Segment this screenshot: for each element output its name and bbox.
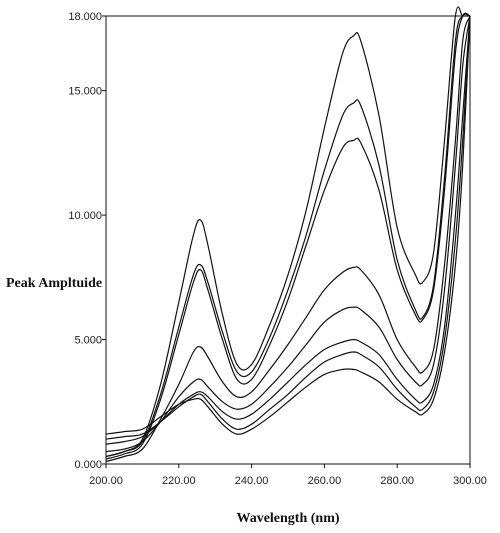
spectrum-curve-2 <box>105 13 471 458</box>
spectrum-curve-5 <box>105 15 471 453</box>
y-tick-label: 5.000 <box>74 335 102 347</box>
x-tick-label: 220.00 <box>162 475 196 487</box>
x-tick-label: 200.00 <box>89 475 123 487</box>
spectrum-curve-3 <box>105 12 471 460</box>
x-axis-ticks: 200.00 220.00 240.00 260.00 280.00 300.00 <box>89 464 487 487</box>
x-axis-title: Wavelength (nm) <box>236 511 339 526</box>
plot-frame <box>105 15 471 465</box>
spectrum-curve-1 <box>105 6 470 458</box>
spectrum-curves <box>105 6 471 463</box>
x-tick-label: 240.00 <box>235 475 269 487</box>
spectrum-curve-6 <box>105 15 471 445</box>
spectrum-curve-4 <box>105 15 471 463</box>
y-axis-title: Peak Ampltuide <box>6 276 102 291</box>
y-tick-label: 0.000 <box>74 459 102 471</box>
y-tick-label: 15.000 <box>68 86 102 98</box>
y-tick-label: 18.000 <box>68 11 102 23</box>
spectrum-curve-8 <box>105 15 471 435</box>
x-tick-label: 260.00 <box>308 475 342 487</box>
spectrum-curve-7 <box>105 15 471 440</box>
y-tick-label: 10.000 <box>68 210 102 222</box>
x-tick-label: 300.00 <box>453 475 487 487</box>
y-axis-ticks: 0.000 5.000 10.000 15.000 18.000 <box>68 11 106 471</box>
x-tick-label: 280.00 <box>380 475 414 487</box>
